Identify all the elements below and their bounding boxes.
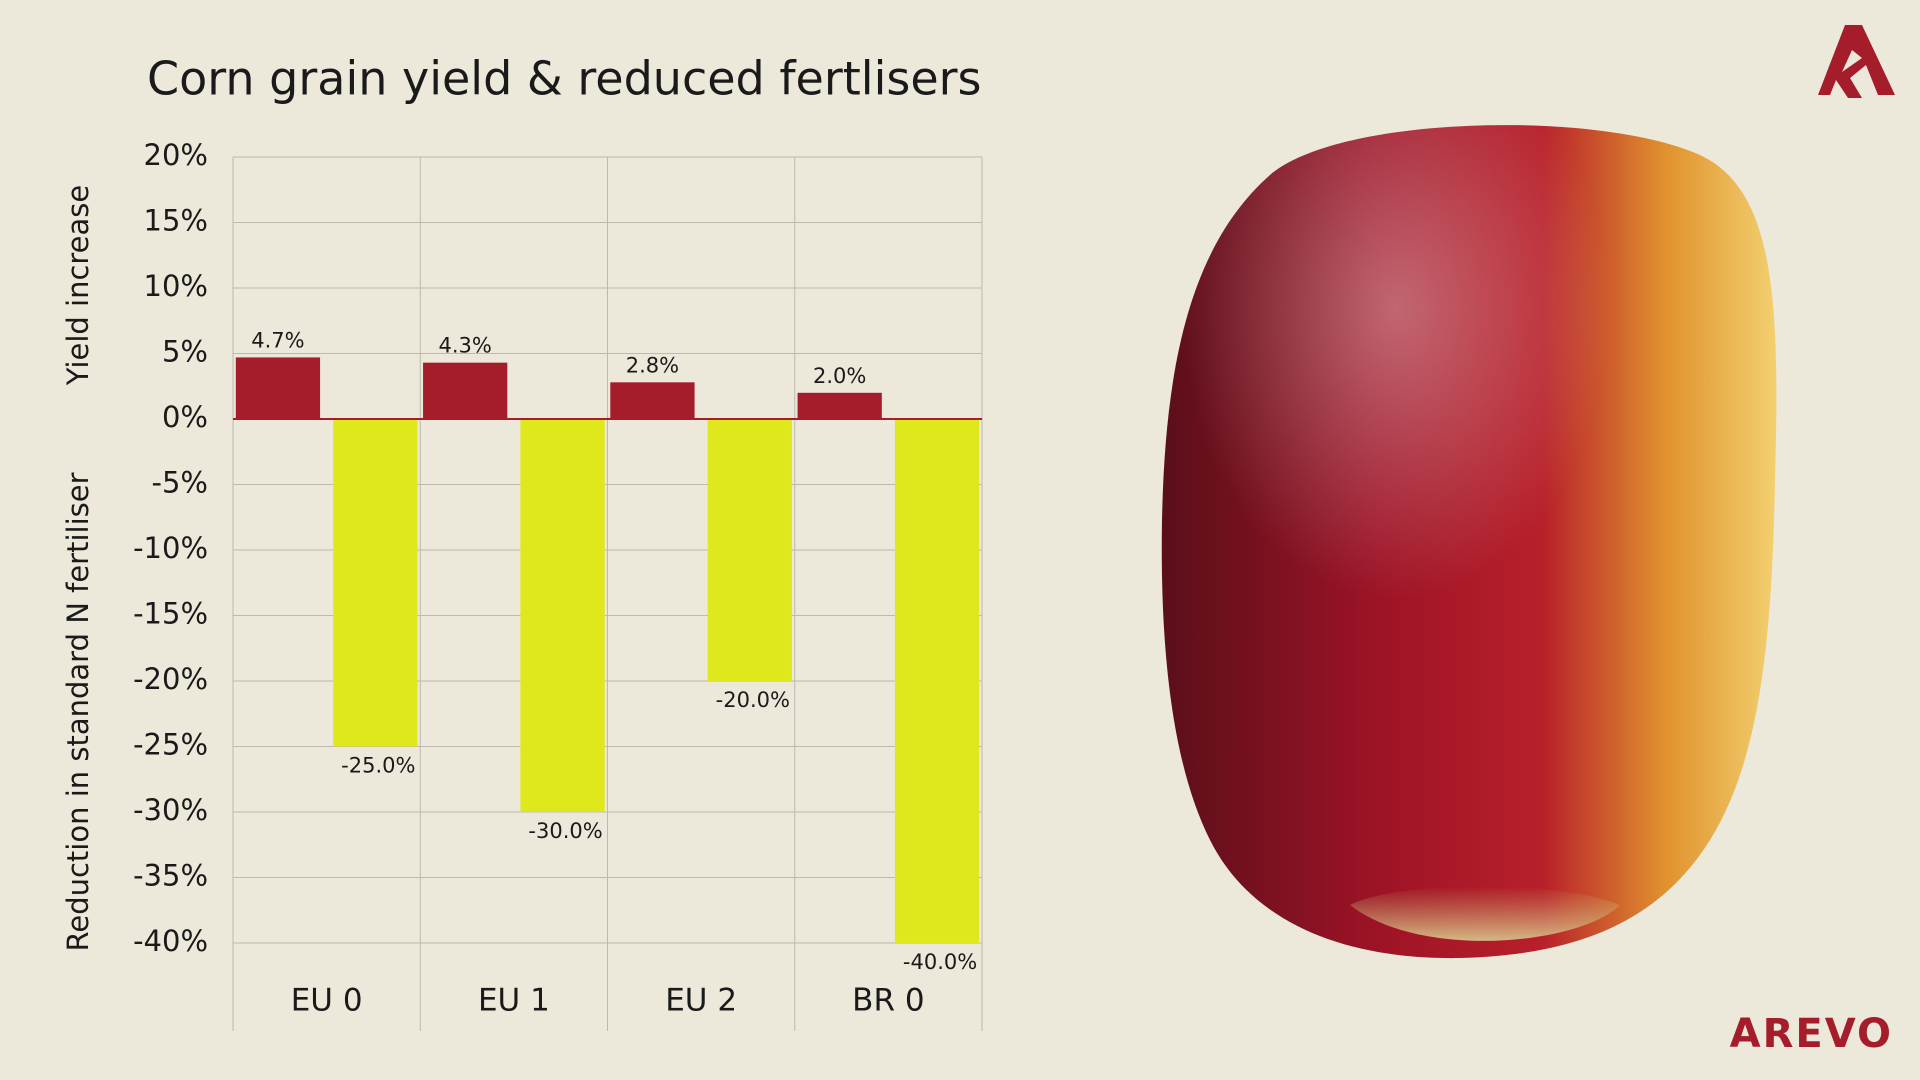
bar [235,357,321,419]
y-tick-label: -5% [152,466,208,500]
bar [797,392,882,419]
y-tick-label: 10% [144,269,208,303]
y-tick-label: -20% [133,662,208,696]
y-tick-label: -25% [133,728,208,762]
kernel-image [1161,125,1777,959]
x-tick-label: EU 0 [291,983,363,1019]
value-label: -40.0% [903,950,977,974]
bar [610,382,695,419]
x-tick-label: EU 2 [665,983,737,1019]
y-tick-label: -15% [133,597,208,631]
y-tick-label: -35% [133,859,208,893]
value-label: -20.0% [716,688,790,712]
value-label: 2.0% [813,364,866,388]
y-tick-label: -40% [133,924,208,958]
y-tick-label: 15% [144,204,208,238]
value-label: 2.8% [626,353,679,377]
chart-title: Corn grain yield & reduced fertlisers [147,52,982,106]
x-tick-label: BR 0 [852,983,924,1019]
y-tick-label: -30% [133,793,208,827]
brand-name: AREVO [1730,1011,1893,1057]
y-axis-label: Yield increase [61,185,95,387]
y-axis-label: Reduction in standard N fertiliser [61,472,95,951]
bar [333,419,418,747]
x-tick-label: EU 1 [478,983,550,1019]
y-tick-label: 0% [162,400,208,434]
value-label: 4.3% [439,334,492,358]
y-tick-label: 20% [144,138,208,172]
value-label: -30.0% [528,819,602,843]
bar [894,419,980,943]
y-tick-label: 5% [162,335,208,369]
bar [423,362,508,419]
value-label: -25.0% [341,754,415,778]
logo-icon [1818,25,1895,98]
bar [520,419,605,812]
value-label: 4.7% [251,328,304,352]
bar [707,419,792,681]
y-tick-label: -10% [133,531,208,565]
